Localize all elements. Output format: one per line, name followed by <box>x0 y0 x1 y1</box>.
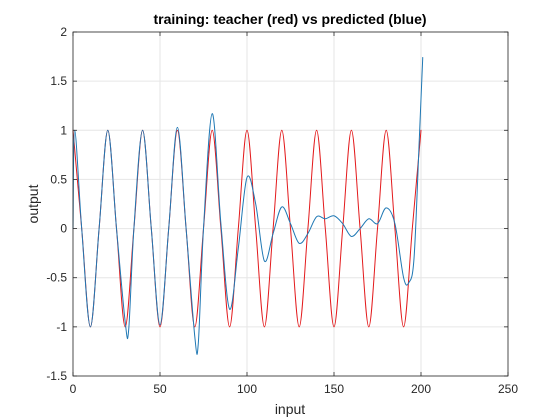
y-axis-label: output <box>25 184 41 223</box>
y-tick-label: -0.5 <box>46 271 67 285</box>
x-tick-label: 100 <box>237 382 257 396</box>
y-tick-labels: -1.5 -1 -0.5 0 0.5 1 1.5 2 <box>46 25 67 383</box>
y-tick-label: 2 <box>60 25 67 39</box>
x-tick-label: 50 <box>153 382 167 396</box>
y-tick-label: -1 <box>56 320 67 334</box>
axes-box <box>72 31 509 377</box>
y-tick-label: 1.5 <box>50 74 67 88</box>
plot-area <box>73 32 508 376</box>
x-tick-label: 150 <box>324 382 344 396</box>
ticks <box>72 31 509 377</box>
series-line-red <box>72 129 422 328</box>
y-tick-label: -1.5 <box>46 369 67 383</box>
series-line-blue <box>72 57 424 355</box>
x-tick-label: 200 <box>411 382 431 396</box>
x-tick-label: 250 <box>498 382 518 396</box>
x-tick-labels: 0 50 100 150 200 250 <box>70 382 519 396</box>
chart-title: training: teacher (red) vs predicted (bl… <box>153 11 426 27</box>
y-tick-label: 0.5 <box>50 172 67 186</box>
y-tick-label: 1 <box>60 123 67 137</box>
x-axis-label: input <box>275 401 305 417</box>
series-layer <box>72 57 424 355</box>
x-tick-label: 0 <box>70 382 77 396</box>
y-tick-label: 0 <box>60 222 67 236</box>
